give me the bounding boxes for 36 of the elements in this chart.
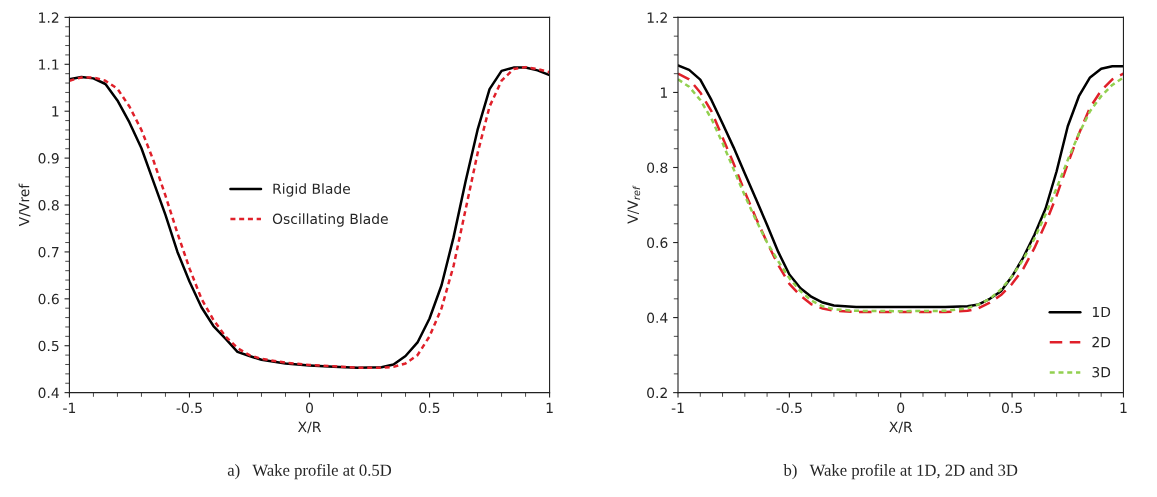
x-tick-label: 0 [897, 402, 905, 414]
y-tick-label: 1 [660, 87, 667, 98]
x-axis-title: X/R [297, 421, 322, 434]
x-tick-label: -0.5 [176, 402, 202, 414]
x-tick-label: -1 [671, 402, 684, 413]
y-tick-label: 0.6 [38, 293, 59, 305]
y-tick-label: 1.2 [39, 12, 59, 23]
legend-label: 2D [1092, 336, 1111, 348]
text: a) Wake profile at 0.5D [227, 463, 392, 480]
legend-label: 3D [1092, 366, 1111, 378]
y-axis-title: V/V$_{ref}$ [627, 185, 641, 224]
x-tick-label: -0.5 [776, 402, 802, 414]
y-tick-label: 0.6 [647, 237, 668, 249]
y-tick-label: 0.4 [647, 312, 668, 324]
legend-label: Oscillating Blade [272, 213, 388, 227]
y-tick-label: 1.1 [39, 59, 59, 70]
y-tick-label: 1 [52, 106, 59, 117]
x-tick-label: 0.5 [1001, 402, 1022, 414]
x-tick-label: 1 [546, 402, 553, 413]
text: b) Wake profile at 1D, 2D and 3D [783, 463, 1018, 480]
x-tick-label: 0.5 [419, 402, 440, 414]
x-tick-label: 1 [1120, 402, 1127, 413]
y-tick-label: 0.8 [38, 199, 59, 211]
x-tick-label: 0 [305, 402, 313, 414]
x-tick-label: -1 [63, 402, 76, 413]
y-tick-label: 0.8 [647, 162, 668, 173]
x-axis-title: X/R [889, 421, 913, 434]
y-tick-label: 0.5 [38, 340, 59, 352]
legend-label: Rigid Blade [273, 183, 351, 197]
y-tick-label: 0.4 [38, 387, 59, 399]
y-tick-label: 0.2 [647, 387, 667, 399]
y-tick-label: 1.2 [647, 12, 667, 23]
y-axis-title: V/Vref [18, 183, 31, 227]
y-tick-label: 0.7 [38, 246, 59, 258]
y-tick-label: 0.9 [38, 153, 59, 164]
legend-label: 1D [1092, 306, 1111, 318]
